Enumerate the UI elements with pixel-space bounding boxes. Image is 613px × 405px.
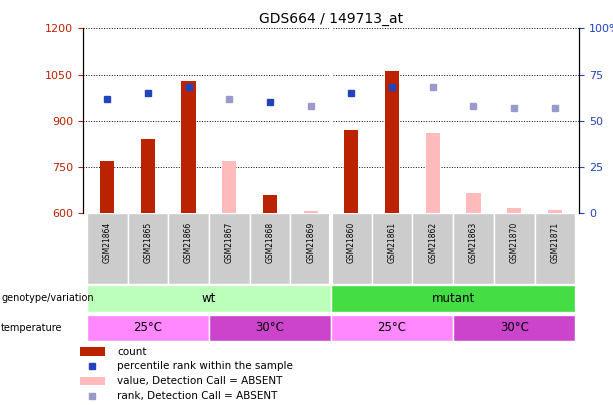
Text: mutant: mutant	[432, 292, 474, 305]
Text: GSM21871: GSM21871	[550, 222, 560, 263]
Text: 30°C: 30°C	[256, 321, 284, 334]
Text: GSM21864: GSM21864	[102, 222, 112, 263]
Bar	[80, 347, 105, 356]
Text: GSM21860: GSM21860	[347, 222, 356, 263]
Text: genotype/variation: genotype/variation	[1, 294, 94, 303]
Text: percentile rank within the sample: percentile rank within the sample	[118, 361, 293, 371]
Text: 25°C: 25°C	[378, 321, 406, 334]
Bar	[303, 211, 318, 213]
Bar	[209, 315, 331, 341]
Bar	[87, 286, 331, 311]
Bar	[453, 315, 575, 341]
Bar	[413, 213, 453, 284]
Bar	[345, 130, 359, 213]
Text: GSM21862: GSM21862	[428, 222, 437, 263]
Text: 30°C: 30°C	[500, 321, 528, 334]
Bar	[209, 213, 249, 284]
Bar	[128, 213, 168, 284]
Text: GSM21865: GSM21865	[143, 222, 153, 263]
Bar	[371, 213, 413, 284]
Bar	[507, 209, 521, 213]
Bar	[168, 213, 209, 284]
Bar	[425, 133, 440, 213]
Bar	[222, 161, 237, 213]
Bar	[494, 213, 535, 284]
Text: temperature: temperature	[1, 323, 63, 333]
Bar	[548, 210, 562, 213]
Bar	[100, 161, 114, 213]
Bar	[249, 213, 291, 284]
Text: GSM21867: GSM21867	[225, 222, 234, 263]
Text: wt: wt	[202, 292, 216, 305]
Text: count: count	[118, 347, 147, 356]
Bar	[87, 315, 209, 341]
Bar	[331, 286, 575, 311]
Bar	[453, 213, 494, 284]
Bar	[331, 213, 371, 284]
Bar	[141, 139, 155, 213]
Bar	[331, 315, 453, 341]
Bar	[87, 213, 128, 284]
Title: GDS664 / 149713_at: GDS664 / 149713_at	[259, 12, 403, 26]
Bar	[80, 377, 105, 386]
Text: GSM21868: GSM21868	[265, 222, 275, 263]
Bar	[466, 193, 481, 213]
Text: 25°C: 25°C	[134, 321, 162, 334]
Text: GSM21861: GSM21861	[387, 222, 397, 263]
Bar	[263, 194, 277, 213]
Bar	[385, 71, 399, 213]
Bar	[181, 81, 196, 213]
Text: GSM21870: GSM21870	[509, 222, 519, 263]
Text: rank, Detection Call = ABSENT: rank, Detection Call = ABSENT	[118, 391, 278, 401]
Bar	[535, 213, 575, 284]
Text: GSM21863: GSM21863	[469, 222, 478, 263]
Text: GSM21869: GSM21869	[306, 222, 315, 263]
Text: GSM21866: GSM21866	[184, 222, 193, 263]
Text: value, Detection Call = ABSENT: value, Detection Call = ABSENT	[118, 376, 283, 386]
Bar	[291, 213, 331, 284]
